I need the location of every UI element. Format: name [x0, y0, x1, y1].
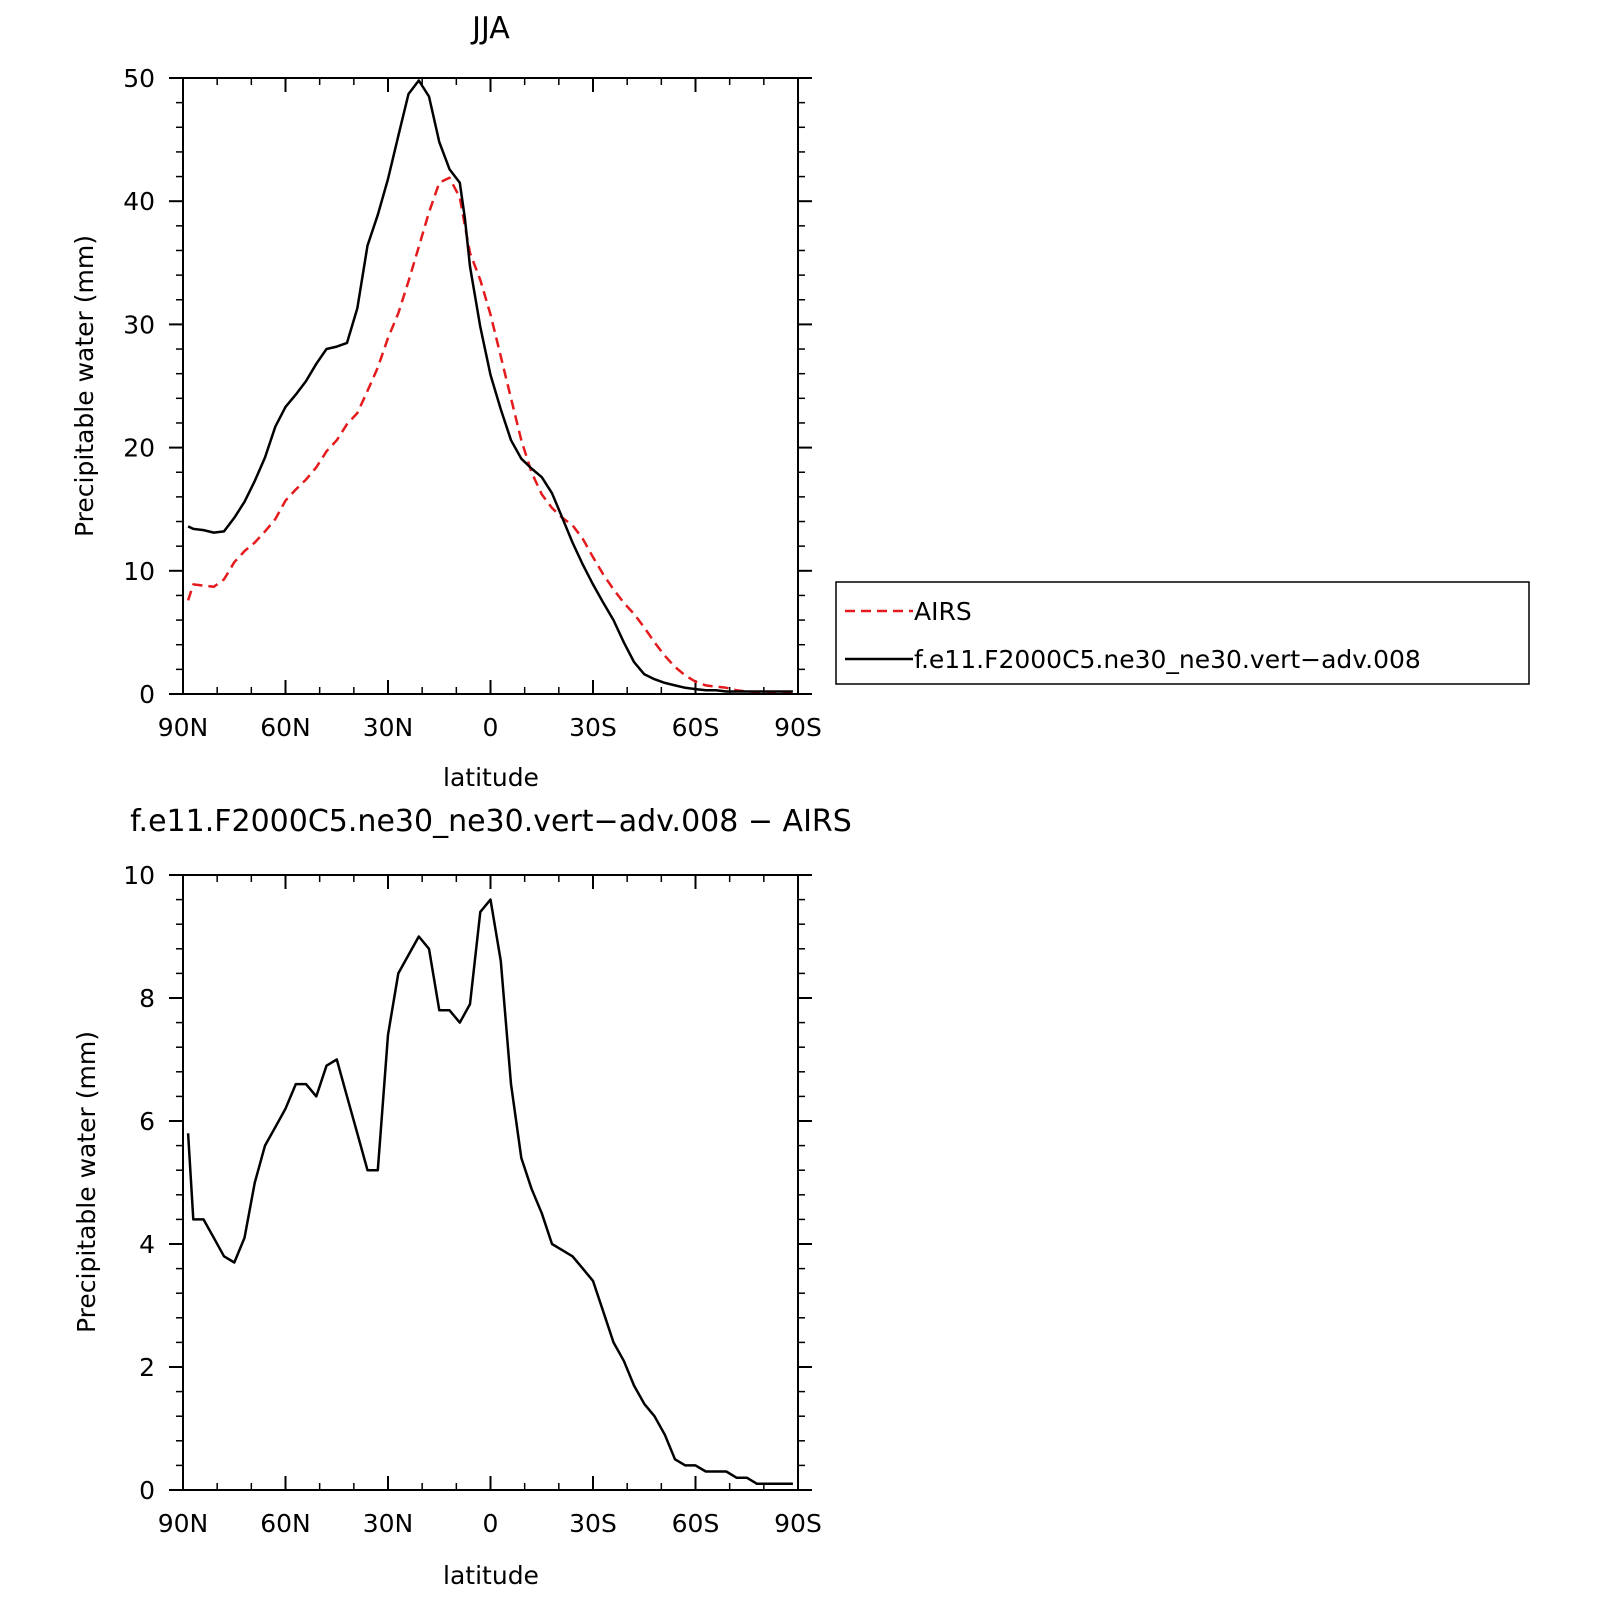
y-axis-label: Precipitable water (mm) [70, 235, 99, 537]
chart-title: JJA [470, 11, 510, 46]
y-tick-label: 50 [123, 64, 155, 93]
y-tick-label: 10 [123, 861, 155, 890]
y-tick-label: 8 [139, 984, 155, 1013]
y-tick-label: 6 [139, 1107, 155, 1136]
x-tick-label: 30S [569, 1509, 617, 1538]
x-tick-label: 60N [260, 713, 311, 742]
tick-marks [169, 874, 812, 1491]
x-tick-labels: 90N 60N 30N 0 30S 60S 90S [158, 713, 822, 742]
x-tick-label: 30N [363, 1509, 414, 1538]
x-tick-label: 90N [158, 713, 209, 742]
x-tick-label: 30N [363, 713, 414, 742]
y-tick-label: 10 [123, 557, 155, 586]
legend-frame [835, 581, 1530, 685]
y-tick-label: 4 [139, 1230, 155, 1259]
y-tick-labels: 0 2 4 6 8 10 [123, 861, 155, 1505]
x-tick-label: 90S [774, 713, 822, 742]
x-tick-label: 90N [158, 1509, 209, 1538]
y-tick-label: 30 [123, 310, 155, 339]
y-tick-label: 20 [123, 434, 155, 463]
y-tick-label: 0 [139, 680, 155, 709]
x-axis-label: latitude [443, 763, 539, 792]
x-tick-labels: 90N 60N 30N 0 30S 60S 90S [158, 1509, 822, 1538]
y-axis-label: Precipitable water (mm) [72, 1031, 101, 1333]
y-tick-label: 40 [123, 187, 155, 216]
x-tick-label: 0 [483, 713, 499, 742]
series-line-1 [186, 176, 793, 695]
plot-frame [182, 874, 799, 1491]
plot-frame [182, 77, 799, 695]
chart-panel-top: JJA 90N 60N 30N 0 30S 60S 90S 0 10 20 30 40 50 lati… [70, 11, 1530, 792]
x-tick-label: 90S [774, 1509, 822, 1538]
x-tick-label: 0 [483, 1509, 499, 1538]
series-layer [186, 79, 793, 695]
x-tick-label: 30S [569, 713, 617, 742]
y-tick-label: 0 [139, 1476, 155, 1505]
x-tick-label: 60S [672, 1509, 720, 1538]
legend-label-airs: AIRS [914, 597, 972, 626]
series-layer [186, 898, 793, 1486]
legend: AIRS f.e11.F2000C5.ne30_ne30.vert−adv.00… [835, 581, 1530, 685]
x-tick-label: 60N [260, 1509, 311, 1538]
legend-label-model: f.e11.F2000C5.ne30_ne30.vert−adv.008 [914, 645, 1421, 674]
chart-title: f.e11.F2000C5.ne30_ne30.vert−adv.008 − A… [130, 804, 852, 839]
series-line-2 [187, 79, 793, 693]
x-axis-label: latitude [443, 1561, 539, 1590]
y-tick-labels: 0 10 20 30 40 50 [123, 64, 155, 709]
tick-marks [169, 77, 812, 695]
series-line-1 [186, 898, 793, 1486]
y-tick-label: 2 [139, 1353, 155, 1382]
x-tick-label: 60S [672, 713, 720, 742]
chart-panel-bottom: f.e11.F2000C5.ne30_ne30.vert−adv.008 − A… [72, 804, 852, 1590]
